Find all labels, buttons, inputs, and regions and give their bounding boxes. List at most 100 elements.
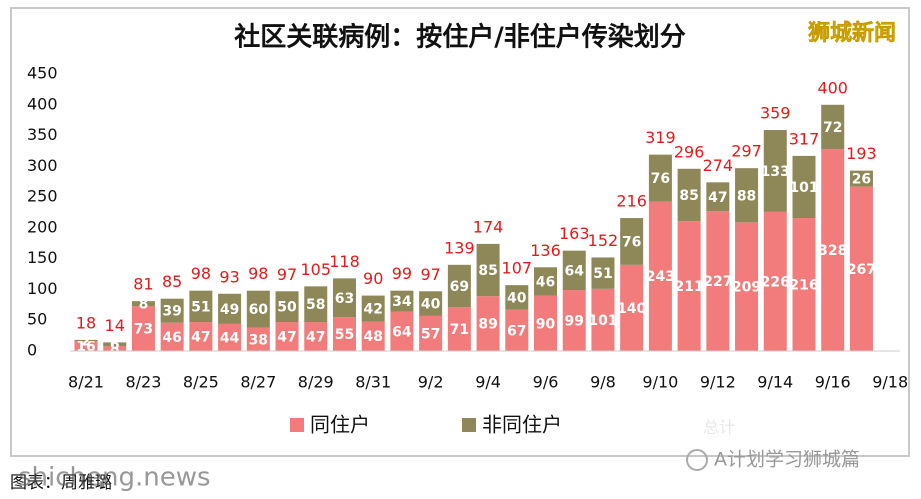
- segment-label: 209: [732, 280, 761, 296]
- bar-segment: [304, 322, 328, 351]
- total-label: 105: [300, 260, 331, 279]
- total-label: 90: [363, 269, 383, 288]
- bar-segment: [304, 286, 328, 323]
- bar-segment: [677, 221, 701, 351]
- total-label: 97: [420, 265, 440, 284]
- segment-label: 40: [507, 290, 527, 306]
- watermark: A计划学习狮城篇: [714, 449, 860, 471]
- segment-label: 211: [675, 279, 704, 295]
- bar-segment: [189, 322, 213, 351]
- y-tick-label: 300: [27, 156, 58, 175]
- segment-label: 85: [679, 188, 698, 204]
- x-tick-label: 9/12: [700, 373, 736, 392]
- segment-label: 69: [450, 279, 469, 295]
- y-tick-label: 250: [27, 187, 58, 206]
- segment-label: 2: [81, 334, 91, 350]
- bar-segment: [103, 342, 127, 347]
- x-tick-label: 8/23: [125, 373, 161, 392]
- total-label: 118: [329, 252, 360, 271]
- segment-label: 38: [249, 332, 268, 348]
- segment-label: 57: [421, 326, 440, 342]
- x-tick-label: 9/4: [475, 373, 501, 392]
- segment-label: 243: [646, 269, 675, 285]
- segment-label: 51: [593, 266, 612, 282]
- bar-segment: [591, 288, 615, 351]
- total-label: 274: [703, 156, 734, 175]
- bar-segment: [447, 264, 471, 308]
- segment-label: 34: [392, 294, 412, 310]
- bar-segment: [103, 346, 127, 351]
- total-label: 174: [473, 217, 504, 236]
- total-label: 93: [219, 267, 239, 286]
- segment-label: 47: [708, 190, 727, 206]
- total-label: 193: [846, 144, 877, 163]
- bar-segment: [332, 278, 356, 318]
- x-tick-label: 8/27: [240, 373, 276, 392]
- y-tick-label: 100: [27, 279, 58, 298]
- total-label: 14: [105, 316, 125, 335]
- x-tick-label: 8/21: [68, 373, 104, 392]
- segment-label: 51: [191, 299, 210, 315]
- x-tick-label: 9/16: [815, 373, 851, 392]
- segment-label: 40: [421, 297, 441, 313]
- bar-segment: [332, 317, 356, 351]
- y-tick-label: 400: [27, 94, 58, 113]
- segment-label: 42: [363, 302, 382, 318]
- bar-segment: [505, 309, 529, 351]
- bar-segment: [763, 130, 787, 212]
- legend-swatch: [462, 418, 476, 432]
- segment-label: 47: [277, 330, 296, 346]
- x-tick-label: 9/8: [590, 373, 616, 392]
- y-tick-label: 0: [27, 341, 37, 360]
- chart-frame: [10, 7, 910, 457]
- bar-segment: [706, 211, 730, 351]
- bar-segment: [218, 323, 242, 351]
- x-tick-label: 9/14: [757, 373, 793, 392]
- bar-segment: [648, 201, 672, 351]
- y-tick-label: 200: [27, 217, 58, 236]
- bar-segment: [361, 321, 385, 351]
- y-tick-label: 450: [27, 64, 58, 83]
- bar-segment: [735, 222, 759, 351]
- bar-segment: [74, 341, 98, 351]
- total-label: 359: [760, 104, 791, 123]
- segment-label: 67: [507, 323, 526, 339]
- total-label: 400: [817, 78, 848, 97]
- segment-label: 76: [622, 234, 641, 250]
- segment-label: 99: [564, 314, 583, 330]
- bar-segment: [706, 182, 730, 212]
- bar-segment: [131, 301, 155, 307]
- segment-label: 227: [703, 274, 732, 290]
- total-label: 81: [133, 275, 153, 294]
- bar-segment: [821, 149, 845, 351]
- legend-swatch: [290, 418, 304, 432]
- total-label: 85: [162, 272, 182, 291]
- segment-label: 90: [536, 316, 556, 332]
- bar-segment: [160, 298, 184, 323]
- watermark: 总计: [703, 418, 735, 437]
- segment-label: 88: [737, 188, 756, 204]
- segment-label: 49: [220, 302, 239, 318]
- bar-segment: [131, 306, 155, 351]
- bar-segment: [189, 290, 213, 323]
- x-tick-label: 9/2: [418, 373, 444, 392]
- segment-label: 76: [651, 171, 670, 187]
- bar-segment: [275, 291, 299, 323]
- segment-label: 101: [588, 313, 617, 329]
- bar-segment: [849, 170, 873, 187]
- brand: 狮城新闻: [808, 20, 896, 46]
- segment-label: 55: [335, 327, 354, 343]
- bar-segment: [534, 295, 558, 351]
- total-label: 317: [789, 129, 820, 148]
- bar-segment: [591, 257, 615, 289]
- x-tick-label: 9/6: [533, 373, 559, 392]
- bar-segment: [74, 339, 98, 342]
- x-tick-label: 9/18: [872, 373, 908, 392]
- bar-segment: [735, 168, 759, 223]
- segment-label: 58: [306, 297, 325, 313]
- segment-label: 63: [335, 291, 354, 307]
- bar-segment: [648, 154, 672, 202]
- total-label: 216: [616, 192, 647, 211]
- total-label: 297: [731, 142, 762, 161]
- bar-segment: [476, 243, 500, 297]
